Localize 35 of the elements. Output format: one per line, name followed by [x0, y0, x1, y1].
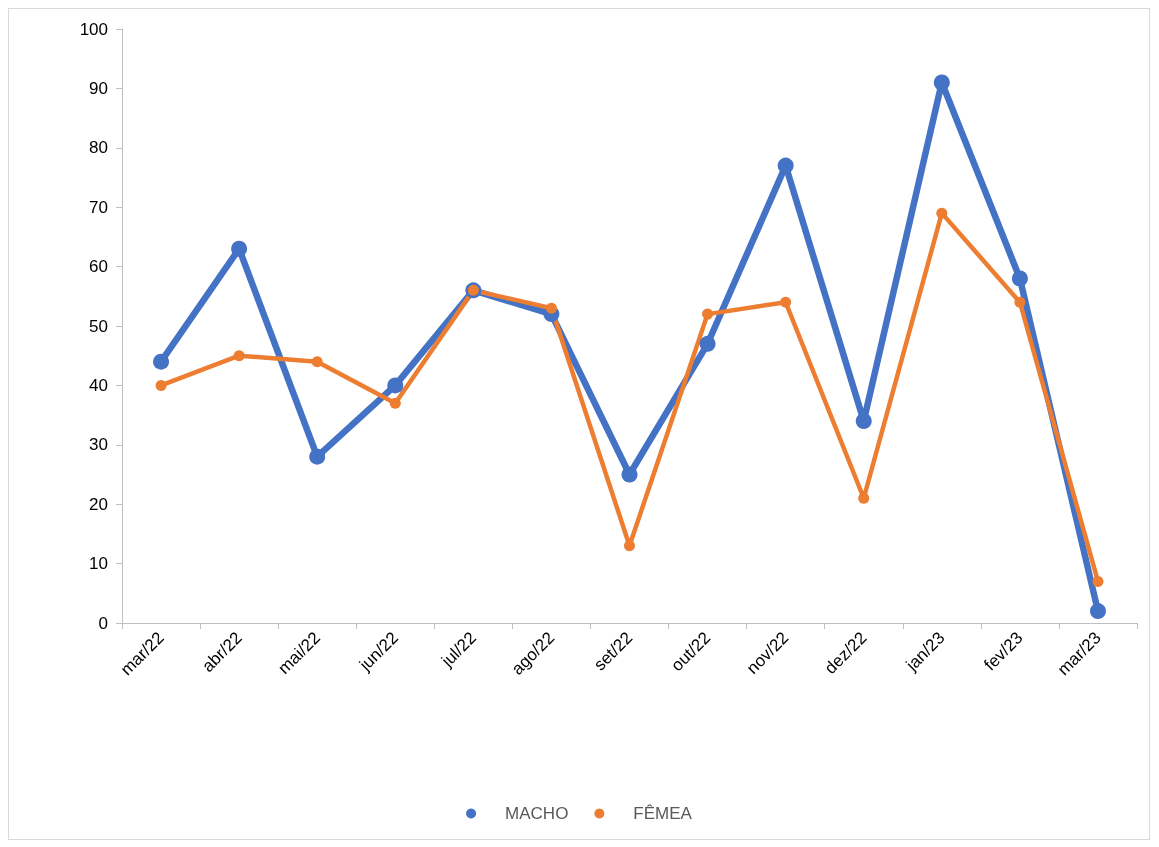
point [311, 356, 323, 368]
point [624, 540, 635, 552]
point [309, 448, 326, 465]
point [155, 379, 167, 391]
point [387, 377, 404, 394]
point [1011, 270, 1028, 287]
point [389, 397, 401, 409]
point [153, 353, 170, 370]
point [780, 296, 792, 308]
point [777, 157, 794, 174]
point [231, 240, 248, 257]
point [699, 335, 716, 352]
y-tick-label: 20 [89, 494, 108, 514]
y-tick-label: 50 [89, 316, 108, 336]
y-tick-label: 90 [89, 78, 108, 98]
point [545, 302, 557, 314]
y-tick-label: 100 [79, 19, 108, 39]
point [936, 207, 948, 219]
legend-label: FÊMEA [633, 804, 693, 823]
legend-label: MACHO [505, 804, 569, 823]
y-tick-label: 40 [89, 375, 108, 395]
point [702, 308, 714, 320]
y-tick-label: 60 [89, 257, 108, 277]
point [933, 74, 950, 91]
point [1092, 575, 1104, 587]
point [233, 350, 245, 362]
y-tick-label: 30 [89, 435, 108, 455]
point [1089, 603, 1106, 620]
y-tick-label: 70 [89, 197, 108, 217]
y-tick-label: 80 [89, 138, 108, 158]
point [1014, 296, 1026, 308]
y-tick-label: 10 [89, 554, 108, 574]
y-tick-label: 0 [98, 613, 108, 633]
point [855, 413, 872, 430]
point [621, 466, 638, 483]
